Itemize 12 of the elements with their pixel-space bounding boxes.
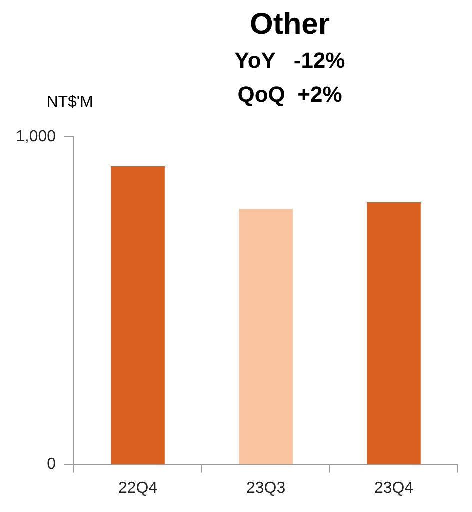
x-tick-label: 22Q4 (118, 480, 158, 497)
text: QoQ +2% (238, 82, 342, 108)
y-tick-label: 1,000 (16, 128, 56, 146)
bar (111, 166, 165, 464)
y-tick-label: 0 (47, 456, 56, 474)
bar (367, 202, 421, 464)
x-tick-label: 23Q4 (374, 480, 414, 497)
x-tick-label: 23Q3 (246, 480, 286, 497)
chart-title: Other (250, 8, 330, 42)
bar (239, 209, 293, 464)
y-axis-title: NT$'M (46, 94, 94, 112)
chart-subtitle: YoY -12% (234, 48, 346, 74)
